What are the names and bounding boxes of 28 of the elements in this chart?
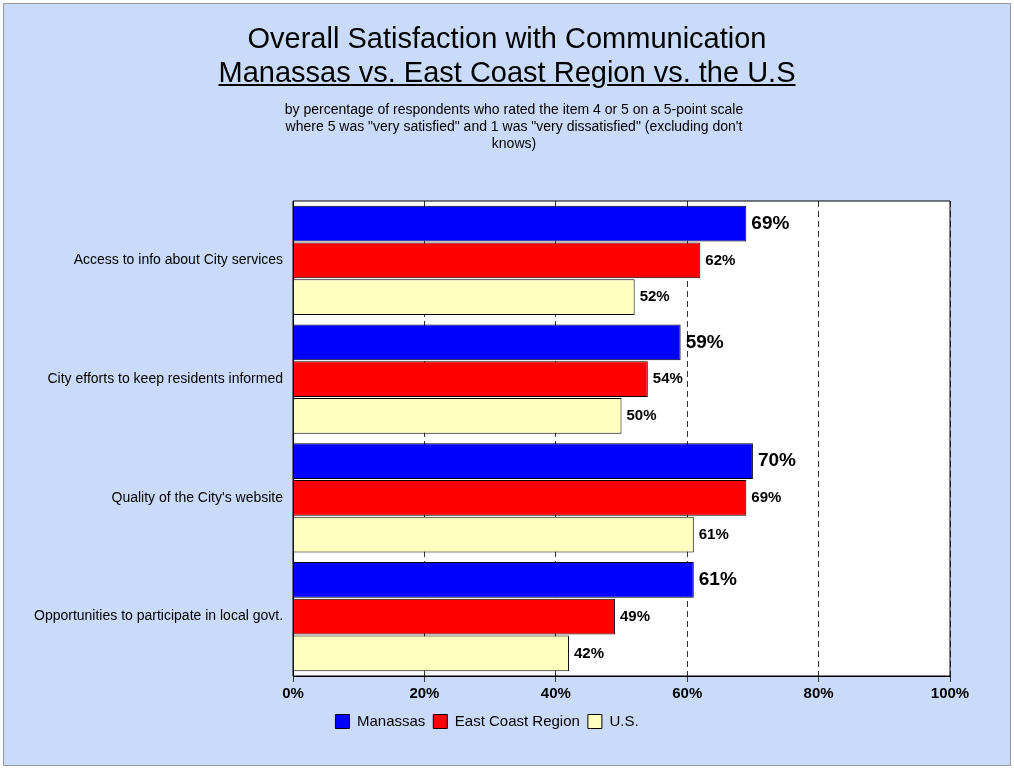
y-tick-label: City efforts to keep residents informed: [47, 369, 284, 386]
data-label: 52%: [639, 287, 670, 305]
legend-label: East Coast Region: [454, 711, 580, 729]
data-label: 54%: [652, 369, 683, 387]
legend-label: Manassas: [356, 711, 426, 729]
data-label: 61%: [698, 568, 737, 590]
data-label: 42%: [573, 643, 604, 661]
data-label: 59%: [685, 330, 724, 352]
y-tick-label: Quality of the City's website: [111, 488, 284, 505]
text: by percentage of respondents who rated the item 4 or 5 on a 5-point scale where 5 was "very satisfied" and 1 was "very dissatisfied" (excluding don't knows): [283, 101, 745, 152]
data-label: 62%: [705, 250, 736, 268]
data-label: 49%: [619, 606, 650, 624]
data-label: 69%: [751, 488, 782, 506]
data-label: 69%: [751, 211, 790, 233]
data-label: 50%: [626, 406, 657, 424]
data-label: 61%: [698, 524, 729, 542]
chart-title: Overall Satisfaction with Communication: [246, 22, 768, 55]
y-tick-label: Opportunities to participate in local govt.: [34, 607, 284, 624]
x-tick-label: 60%: [672, 684, 703, 702]
data-label: 70%: [757, 449, 797, 471]
legend-label: U.S.: [609, 711, 639, 729]
x-tick-label: 0%: [282, 684, 304, 702]
x-tick-label: 80%: [803, 684, 834, 702]
chart-subtitle: Manassas vs. East Coast Region vs. the U.S: [217, 56, 797, 89]
x-tick-label: 100%: [930, 684, 970, 702]
x-tick-label: 40%: [540, 684, 571, 702]
x-tick-label: 20%: [409, 684, 440, 702]
y-tick-label: Access to info about City services: [73, 251, 284, 268]
